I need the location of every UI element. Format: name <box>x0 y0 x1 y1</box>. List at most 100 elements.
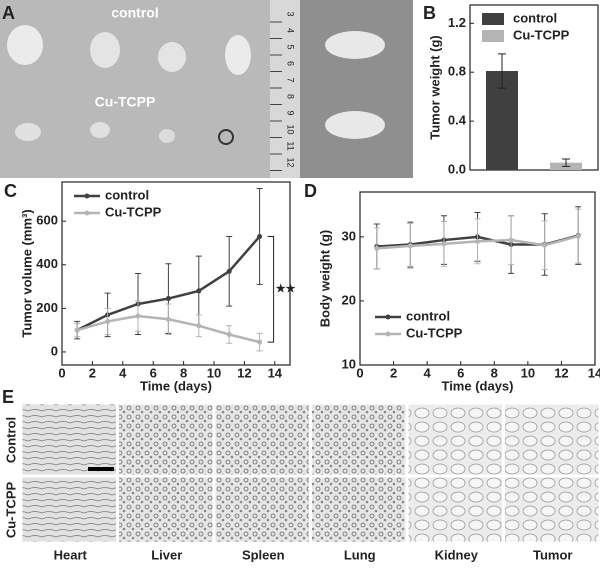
histology-image <box>504 476 600 543</box>
histology-image <box>21 403 117 476</box>
y-tick-label: 200 <box>36 300 58 315</box>
tumor <box>7 25 43 65</box>
y-tick-label: 0 <box>51 343 58 358</box>
y-tick-label: 0.4 <box>448 113 467 128</box>
y-tick-label: 1.2 <box>448 15 466 30</box>
point <box>407 243 413 249</box>
x-axis-label: Time (days) <box>441 378 513 393</box>
organ-label: Heart <box>54 547 88 562</box>
x-tick-label: 12 <box>237 365 251 380</box>
histology-image <box>407 403 503 476</box>
histology-image <box>214 476 310 543</box>
row-label: Cu-TCPP <box>3 482 18 539</box>
histology-image <box>21 476 117 543</box>
ruler-number: 8 <box>286 94 296 99</box>
legend-label: control <box>105 187 149 202</box>
x-tick-label: 8 <box>491 365 498 380</box>
organ-label: Spleen <box>242 547 285 562</box>
panel-label: D <box>304 181 317 201</box>
chart: 0.0 0.4 0.8 1.2 Tumor weight (g) control Cu-TC… <box>427 4 599 176</box>
y-tick-label: 0.0 <box>448 161 466 176</box>
histology-image <box>118 476 214 543</box>
tumor <box>158 42 186 72</box>
legend-label: Cu-TCPP <box>406 325 463 340</box>
tumor <box>90 32 120 68</box>
photo-label: control <box>111 5 158 21</box>
tumor <box>15 123 41 141</box>
point <box>374 245 380 251</box>
point <box>105 318 111 324</box>
x-tick-label: 8 <box>180 365 187 380</box>
panel-label: C <box>4 181 17 201</box>
tumor <box>90 122 110 138</box>
scale-bar <box>88 467 114 471</box>
ruler-number: 3 <box>286 11 296 16</box>
tumor <box>225 35 251 75</box>
x-tick-label: 10 <box>207 365 221 380</box>
legend-label: control <box>513 10 557 25</box>
legend-label: control <box>406 308 450 323</box>
histology-image <box>311 476 407 543</box>
tumor <box>159 129 175 143</box>
organ-label: Liver <box>151 547 182 562</box>
axes-frame <box>61 181 291 366</box>
x-tick-label: 14 <box>268 365 283 380</box>
point <box>475 238 480 244</box>
legend-marker <box>385 314 391 320</box>
x-tick-label: 4 <box>424 365 432 380</box>
mouse <box>325 111 385 139</box>
ruler-number: 4 <box>286 28 296 33</box>
ruler <box>270 0 300 178</box>
axes-frame <box>469 4 599 171</box>
y-tick-label: 10 <box>342 356 356 371</box>
chart: 0 200 400 600 0 2 4 6 8 10 12 14 Time (days) Tumor vo… <box>19 181 296 393</box>
point <box>135 313 141 319</box>
x-tick-label: 6 <box>457 365 464 380</box>
ruler-number: 6 <box>286 61 296 66</box>
x-tick-label: 6 <box>150 365 157 380</box>
x-axis-label: Time (days) <box>140 378 212 393</box>
histology-image <box>118 403 214 476</box>
point <box>441 241 447 247</box>
y-tick-label: 600 <box>36 213 58 228</box>
legend-label: Cu-TCPP <box>513 27 570 42</box>
ruler-number: 9 <box>286 110 296 115</box>
chart: 10 20 30 0 2 4 6 8 10 12 14 Time (days) Body weight … <box>317 191 600 393</box>
point <box>196 288 202 294</box>
point <box>165 296 171 302</box>
mouse-photo <box>300 0 413 178</box>
panel-label: B <box>423 3 436 23</box>
x-tick-label: 2 <box>390 365 397 380</box>
histology-image <box>214 403 310 476</box>
ruler-number: 11 <box>286 141 296 150</box>
point <box>165 316 171 322</box>
error-bar <box>498 53 506 89</box>
organ-label: Kidney <box>435 547 479 562</box>
point <box>575 233 581 239</box>
x-tick-label: 0 <box>58 365 65 380</box>
x-tick-label: 2 <box>89 365 96 380</box>
histology-image <box>504 403 600 476</box>
y-tick-label: 0.8 <box>448 64 466 79</box>
marker-circle <box>218 129 234 145</box>
axes-frame <box>359 191 596 366</box>
point <box>74 327 80 333</box>
point <box>257 339 263 345</box>
point <box>257 233 263 239</box>
ruler-number: 7 <box>286 77 296 82</box>
legend-label: Cu-TCPP <box>105 204 162 219</box>
point <box>542 242 548 248</box>
histology-image <box>311 403 407 476</box>
organ-label: Tumor <box>533 547 572 562</box>
organ-label: Lung <box>344 547 376 562</box>
x-tick-label: 4 <box>119 365 127 380</box>
x-tick-label: 14 <box>588 365 600 380</box>
point <box>226 268 232 274</box>
panel-label: E <box>2 387 14 407</box>
point <box>196 323 202 329</box>
photo-label: Cu-TCPP <box>95 94 156 110</box>
histology-image <box>407 476 503 543</box>
mouse <box>325 31 385 59</box>
y-axis-label: Body weight (g) <box>317 230 332 328</box>
annotation: ★★ <box>276 283 296 295</box>
